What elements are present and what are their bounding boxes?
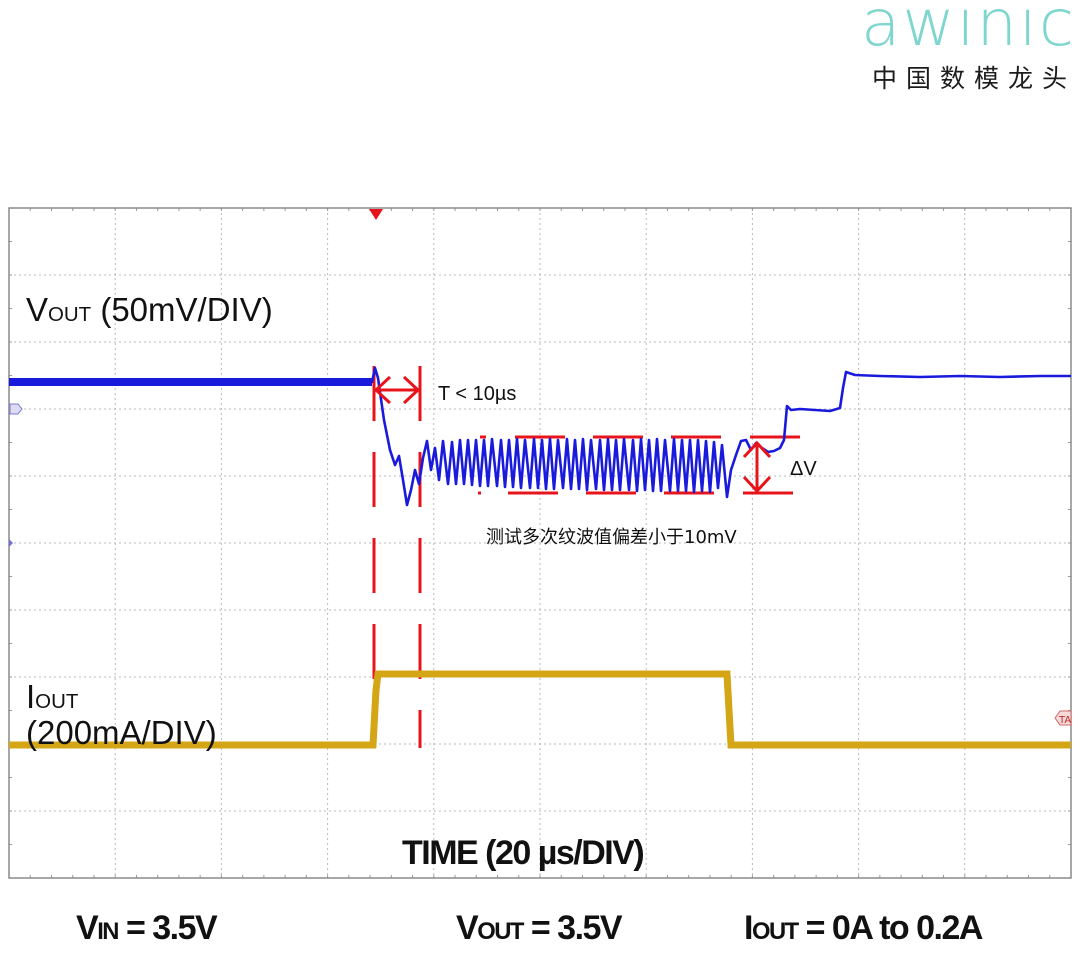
vout-scale-label: VOUT (50mV/DIV): [26, 291, 273, 328]
annotation-dashes: [372, 366, 800, 748]
delta-v-label: ΔV: [790, 458, 817, 480]
annotation-arrows: [373, 375, 772, 494]
trigger-marker-icon: [369, 209, 383, 220]
condition-vin: VIN = 3.5V: [76, 909, 218, 947]
condition-iout: IOUT = 0A to 0.2A: [744, 909, 983, 947]
ch2-marker-icon: [9, 539, 13, 547]
logo-tagline: 中国数模龙头: [871, 64, 1076, 93]
ta-marker-icon: TA: [1054, 710, 1072, 726]
awinic-logo: awinic 中国数模龙头: [840, 0, 1080, 110]
ch1-marker-icon: [9, 403, 23, 415]
svg-text:TA: TA: [1058, 715, 1071, 726]
x-axis-label: TIME (20 µs/DIV): [402, 834, 645, 872]
settling-time-label: T < 10µs: [438, 383, 517, 405]
ripple-note: 测试多次纹波值偏差小于10mV: [486, 527, 737, 548]
iout-trace: [9, 670, 1071, 749]
logo-wordmark: awinic: [861, 0, 1076, 61]
grid: [8, 207, 1072, 879]
condition-vout: VOUT = 3.5V: [456, 909, 623, 947]
iout-scale-label: IOUT (200mA/DIV): [26, 678, 217, 751]
